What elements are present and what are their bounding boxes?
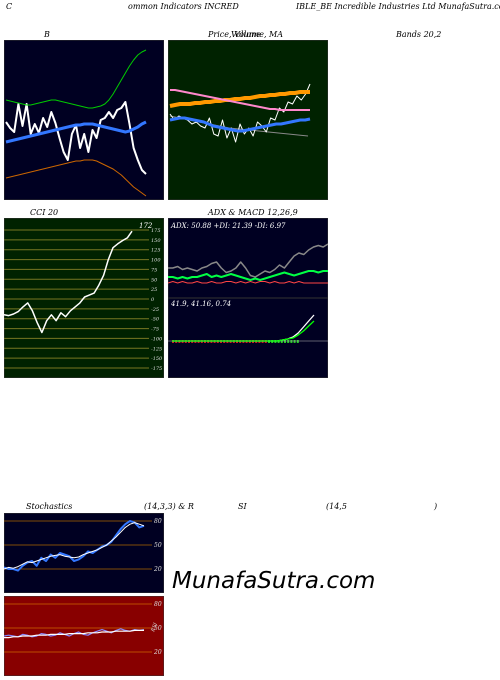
cci-tick-label: -100 bbox=[151, 336, 163, 342]
panel-background bbox=[168, 298, 328, 378]
cci-tick-label: 25 bbox=[150, 287, 157, 293]
bb-middle-line bbox=[5, 120, 147, 144]
header-left: C bbox=[6, 2, 13, 11]
cci-tick-label: -50 bbox=[151, 317, 160, 323]
stoch-title: Stochastics bbox=[26, 502, 73, 511]
bb-title: B bbox=[44, 30, 50, 39]
stoch-tick-label: 20 bbox=[153, 566, 162, 573]
adx-line bbox=[168, 243, 328, 278]
cci-tick-label: 75 bbox=[151, 267, 157, 273]
cci-tick-label: -75 bbox=[151, 327, 159, 333]
ma-pink-line bbox=[170, 89, 310, 111]
stoch-d-line bbox=[4, 522, 145, 570]
macd-histogram-bar bbox=[293, 340, 296, 343]
macd-chart: 41.9, 41.16, 0.74 bbox=[168, 298, 328, 378]
macd-histogram-bar bbox=[280, 340, 283, 343]
price-ma-chart bbox=[168, 40, 328, 200]
cci-tick-label: 50 bbox=[151, 277, 158, 283]
rsi-side-label: RSI bbox=[150, 621, 159, 634]
rsi-signal-line bbox=[4, 629, 144, 639]
bands-title: Bands 20,2 bbox=[396, 30, 442, 39]
macd-histogram-bar bbox=[277, 340, 280, 343]
rsi-tick-label: 20 bbox=[153, 649, 162, 656]
bollinger-chart bbox=[4, 40, 164, 200]
price-title: Price, Volume, MA bbox=[208, 30, 284, 39]
stoch-tick-label: 50 bbox=[154, 542, 162, 549]
stochastics-chart: 80 50 20 bbox=[4, 513, 164, 593]
adx-chart: ADX: 50.88 +DI: 21.39 -DI: 6.97 bbox=[168, 218, 328, 298]
cci-title: CCI 20 bbox=[30, 208, 59, 217]
ma-orange-line bbox=[169, 90, 310, 108]
panel-background bbox=[4, 40, 164, 200]
macd-histogram-bar bbox=[287, 340, 290, 343]
minus-di-line bbox=[168, 281, 328, 284]
cci-tick-label: -150 bbox=[151, 356, 163, 362]
cci-tick-label: -175 bbox=[151, 366, 162, 372]
cci-tick-label: 175 bbox=[151, 228, 161, 234]
plus-di-line bbox=[168, 270, 328, 281]
stoch-tick-label: 80 bbox=[154, 518, 162, 525]
cci-tick-label: -125 bbox=[151, 346, 162, 352]
price-title-overlap: Volume bbox=[231, 30, 261, 39]
header-mid: ommon Indicators INCRED bbox=[128, 2, 239, 11]
cci-chart: 175 150 125 100 75 50 25 0 -25 -50 -75 -100 -125 -150… bbox=[4, 218, 164, 378]
cci-last-value: 172 bbox=[139, 222, 153, 230]
macd-signal-line bbox=[172, 320, 315, 342]
bb-lower-line bbox=[5, 159, 147, 197]
rsi-tick-label: 50 bbox=[154, 625, 162, 632]
rsi-close: ) bbox=[434, 502, 438, 511]
panel-background bbox=[4, 513, 164, 593]
cci-tick-label: 100 bbox=[151, 258, 161, 264]
macd-histogram-bar bbox=[290, 340, 293, 343]
stoch-k-line bbox=[4, 520, 145, 572]
cci-tick-label: 0 bbox=[151, 297, 155, 303]
adx-title: ADX & MACD 12,26,9 bbox=[208, 208, 298, 217]
stoch-params: (14,3,3) & R bbox=[144, 502, 194, 511]
macd-histogram-bar bbox=[296, 340, 299, 343]
header-right: IBLE_BE Incredible Industries Ltd Munafa… bbox=[296, 2, 500, 11]
macd-histogram-bar bbox=[284, 340, 286, 343]
panel-background bbox=[168, 218, 328, 298]
bb-upper-line bbox=[5, 49, 147, 109]
macd-values-label: 41.9, 41.16, 0.74 bbox=[170, 300, 231, 308]
rsi-params: (14,5 bbox=[326, 502, 347, 511]
cci-tick-label: -25 bbox=[151, 307, 159, 313]
price-line bbox=[169, 83, 311, 143]
cci-line bbox=[4, 230, 133, 334]
rsi-tick-label: 80 bbox=[154, 601, 162, 608]
watermark: MunafaSutra.com bbox=[172, 568, 376, 594]
adx-values-label: ADX: 50.88 +DI: 21.39 -DI: 6.97 bbox=[170, 222, 286, 230]
rsi-title: SI bbox=[238, 502, 247, 511]
rsi-chart: 80 50 20 RSI bbox=[4, 596, 164, 676]
ma-blue-line bbox=[169, 116, 311, 133]
cci-tick-label: 125 bbox=[151, 248, 161, 254]
cci-tick-label: 150 bbox=[151, 238, 161, 244]
